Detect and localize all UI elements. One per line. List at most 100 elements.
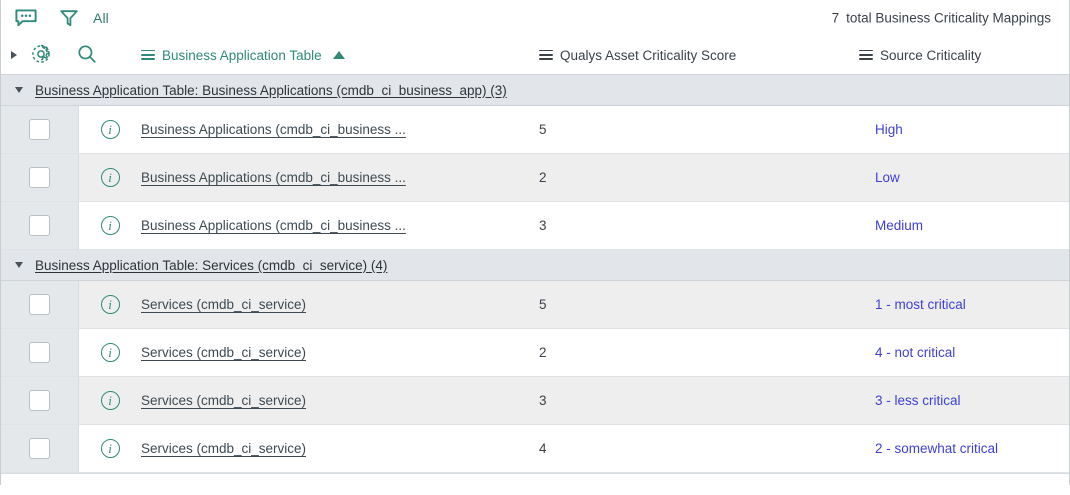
row-checkbox[interactable] xyxy=(29,438,50,459)
column-header-source-criticality[interactable]: Source Criticality xyxy=(859,48,1069,63)
caret-down-icon[interactable] xyxy=(15,262,23,268)
total-records-text: total Business Criticality Mappings xyxy=(846,10,1051,26)
column-header-business-application-table[interactable]: Business Application Table xyxy=(141,48,539,63)
cell-qualys-asset-criticality-score: 3 xyxy=(539,393,547,408)
cell-business-application-table: Services (cmdb_ci_service) xyxy=(141,329,539,376)
row-checkbox[interactable] xyxy=(29,119,50,140)
row-select-cell xyxy=(1,202,79,249)
table-row[interactable]: i Business Applications (cmdb_ci_business… xyxy=(1,154,1069,202)
caret-right-icon[interactable] xyxy=(11,51,17,59)
filter-funnel-icon[interactable] xyxy=(59,8,79,28)
row-info-cell: i xyxy=(79,329,141,376)
source-criticality-link[interactable]: Low xyxy=(875,170,900,185)
record-link[interactable]: Services (cmdb_ci_service) xyxy=(141,345,307,360)
table-row[interactable]: i Services (cmdb_ci_service) 2 4 - not crit… xyxy=(1,329,1069,377)
source-criticality-link[interactable]: 3 - less critical xyxy=(875,393,961,408)
info-icon[interactable]: i xyxy=(100,343,120,362)
row-info-cell: i xyxy=(79,154,141,201)
cell-qualys-asset-criticality-score: 4 xyxy=(539,441,547,456)
row-checkbox[interactable] xyxy=(29,294,50,315)
source-criticality-link[interactable]: 2 - somewhat critical xyxy=(875,441,999,456)
info-icon[interactable]: i xyxy=(100,295,120,314)
record-link[interactable]: Business Applications (cmdb_ci_business … xyxy=(141,218,406,233)
row-info-cell: i xyxy=(79,425,141,472)
cell-source-criticality: 4 - not critical xyxy=(859,329,1069,376)
info-icon[interactable]: i xyxy=(100,391,120,410)
column-menu-icon[interactable] xyxy=(539,49,553,61)
group-header[interactable]: Business Application Table: Business App… xyxy=(1,75,1069,106)
row-checkbox[interactable] xyxy=(29,215,50,236)
cell-business-application-table: Business Applications (cmdb_ci_business … xyxy=(141,154,539,201)
info-icon[interactable]: i xyxy=(100,216,120,235)
row-select-cell xyxy=(1,377,79,424)
record-link[interactable]: Services (cmdb_ci_service) xyxy=(141,393,307,408)
cell-qualys-asset-criticality-score: 5 xyxy=(539,122,547,137)
source-criticality-link[interactable]: Medium xyxy=(875,218,924,233)
column-header-label: Source Criticality xyxy=(880,47,982,63)
column-header-label: Business Application Table xyxy=(162,47,322,63)
cell-source-criticality: 2 - somewhat critical xyxy=(859,425,1069,472)
source-criticality-link[interactable]: 1 - most critical xyxy=(875,297,966,312)
list-body: Business Application Table: Business App… xyxy=(1,75,1069,473)
cell-qualys-asset-criticality-score: 3 xyxy=(539,218,547,233)
list-view-container: All 7 total Business Criticality Mappings xyxy=(0,0,1070,485)
search-icon[interactable] xyxy=(77,44,97,67)
cell-business-application-table: Services (cmdb_ci_service) xyxy=(141,281,539,328)
row-select-cell xyxy=(1,106,79,153)
total-records-count: 7 xyxy=(831,10,840,26)
cell-source-criticality: Medium xyxy=(859,202,1069,249)
row-info-cell: i xyxy=(79,281,141,328)
cell-business-application-table: Business Applications (cmdb_ci_business … xyxy=(141,106,539,153)
column-header-row: Business Application Table Qualys Asset … xyxy=(1,36,1069,75)
row-checkbox[interactable] xyxy=(29,342,50,363)
comment-icon[interactable] xyxy=(15,9,37,27)
total-records-label: 7 total Business Criticality Mappings xyxy=(832,11,1051,26)
cell-source-criticality: 1 - most critical xyxy=(859,281,1069,328)
record-link[interactable]: Services (cmdb_ci_service) xyxy=(141,297,307,312)
table-row[interactable]: i Services (cmdb_ci_service) 5 1 - most cri… xyxy=(1,281,1069,329)
info-icon[interactable]: i xyxy=(100,439,120,458)
cell-source-criticality: Low xyxy=(859,154,1069,201)
group-header-label: Business Application Table: Business App… xyxy=(35,82,507,98)
table-row[interactable]: i Business Applications (cmdb_ci_business… xyxy=(1,106,1069,154)
filter-all-label[interactable]: All xyxy=(93,10,109,26)
cell-qualys-asset-criticality-score: 5 xyxy=(539,297,547,312)
group-header[interactable]: Business Application Table: Services (cm… xyxy=(1,250,1069,281)
cell-business-application-table: Services (cmdb_ci_service) xyxy=(141,425,539,472)
source-criticality-link[interactable]: 4 - not critical xyxy=(875,345,956,360)
column-header-label: Qualys Asset Criticality Score xyxy=(560,47,737,63)
row-select-cell xyxy=(1,329,79,376)
record-link[interactable]: Services (cmdb_ci_service) xyxy=(141,441,307,456)
row-select-cell xyxy=(1,154,79,201)
info-icon[interactable]: i xyxy=(100,120,120,139)
table-footer xyxy=(1,473,1069,495)
cell-qualys-asset-criticality-score: 2 xyxy=(539,345,547,360)
row-info-cell: i xyxy=(79,202,141,249)
cell-qualys-asset-criticality-score: 2 xyxy=(539,170,547,185)
column-menu-icon[interactable] xyxy=(141,49,155,61)
record-link[interactable]: Business Applications (cmdb_ci_business … xyxy=(141,122,406,137)
cell-business-application-table: Services (cmdb_ci_service) xyxy=(141,377,539,424)
caret-down-icon[interactable] xyxy=(15,87,23,93)
list-toolbar: All 7 total Business Criticality Mappings xyxy=(1,0,1069,36)
row-info-cell: i xyxy=(79,377,141,424)
record-link[interactable]: Business Applications (cmdb_ci_business … xyxy=(141,170,406,185)
gear-icon[interactable] xyxy=(31,44,51,67)
row-controls-group xyxy=(1,44,141,67)
column-header-qualys-asset-criticality-score[interactable]: Qualys Asset Criticality Score xyxy=(539,48,859,63)
table-row[interactable]: i Business Applications (cmdb_ci_business… xyxy=(1,202,1069,250)
row-checkbox[interactable] xyxy=(29,390,50,411)
info-icon[interactable]: i xyxy=(100,168,120,187)
row-select-cell xyxy=(1,425,79,472)
column-menu-icon[interactable] xyxy=(859,49,873,61)
table-row[interactable]: i Services (cmdb_ci_service) 3 3 - less cri… xyxy=(1,377,1069,425)
source-criticality-link[interactable]: High xyxy=(875,122,903,137)
sort-ascending-icon[interactable] xyxy=(332,51,345,59)
row-info-cell: i xyxy=(79,106,141,153)
table-row[interactable]: i Services (cmdb_ci_service) 4 2 - somewhat… xyxy=(1,425,1069,473)
group-header-label: Business Application Table: Services (cm… xyxy=(35,257,388,273)
row-select-cell xyxy=(1,281,79,328)
cell-source-criticality: High xyxy=(859,106,1069,153)
row-checkbox[interactable] xyxy=(29,167,50,188)
cell-source-criticality: 3 - less critical xyxy=(859,377,1069,424)
